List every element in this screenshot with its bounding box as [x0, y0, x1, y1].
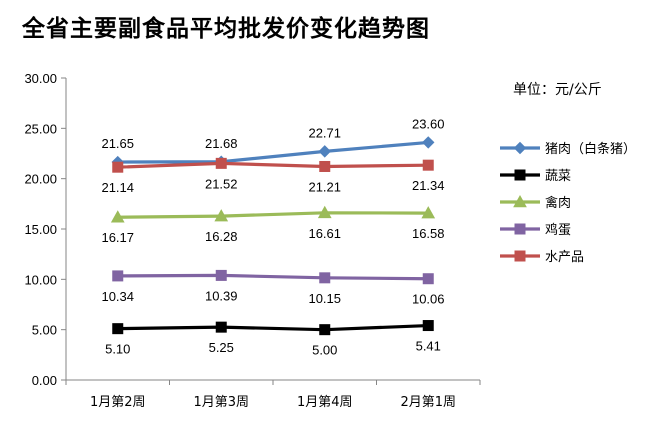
- data-label: 22.71: [308, 125, 341, 140]
- y-tick-label: 20.00: [24, 172, 57, 187]
- series-layer: [110, 136, 436, 336]
- data-label: 16.58: [412, 226, 445, 241]
- legend-label: 猪肉（白条猪）: [545, 141, 636, 157]
- series-line: [117, 273, 429, 281]
- x-tick-label: 1月第3周: [193, 395, 249, 410]
- data-point: [319, 324, 331, 336]
- data-point: [422, 159, 434, 171]
- data-point: [215, 321, 227, 333]
- data-point: [112, 323, 124, 335]
- legend-item: 猪肉（白条猪）: [500, 141, 636, 157]
- axes: 0.00 5.00 10.00 15.00 20.00 25.00 30.00 1月第2周 1月…: [24, 71, 481, 410]
- data-labels: 21.65 21.68 22.71 23.60 5.10 5.25 5.00 5.41 16.1…: [101, 116, 444, 357]
- data-label: 16.28: [205, 229, 238, 244]
- series-1: [112, 320, 434, 336]
- unit-label: 单位：元/公斤: [513, 82, 602, 98]
- data-label: 5.25: [209, 340, 234, 355]
- y-tick-label: 10.00: [24, 272, 57, 287]
- legend-item: 蔬菜: [500, 169, 571, 184]
- data-label: 5.10: [105, 342, 130, 357]
- data-label: 5.00: [312, 343, 337, 358]
- x-tick-label: 1月第2周: [90, 395, 146, 410]
- data-point: [422, 273, 434, 285]
- series-line: [117, 140, 429, 164]
- data-label: 10.06: [412, 292, 445, 307]
- data-label: 10.15: [308, 291, 341, 306]
- data-label: 5.41: [416, 339, 441, 354]
- legend-label: 水产品: [545, 250, 584, 265]
- x-tick-label: 1月第4周: [297, 395, 353, 410]
- series-2: [110, 205, 436, 223]
- series-3: [112, 269, 434, 285]
- data-point: [421, 206, 436, 219]
- series-line: [117, 161, 429, 169]
- legend-item: 禽肉: [500, 194, 571, 211]
- legend-marker: [514, 169, 526, 181]
- data-point: [422, 320, 434, 332]
- data-point: [215, 269, 227, 281]
- data-point: [215, 157, 227, 169]
- legend-label: 禽肉: [545, 195, 571, 211]
- data-label: 21.68: [205, 136, 238, 151]
- series-line: [117, 211, 429, 219]
- data-label: 21.65: [101, 136, 134, 151]
- data-label: 21.21: [308, 179, 341, 194]
- data-label: 16.17: [101, 230, 134, 245]
- data-label: 10.34: [101, 289, 134, 304]
- series-0: [111, 136, 435, 169]
- data-label: 21.14: [101, 180, 134, 195]
- y-tick-label: 0.00: [32, 373, 57, 388]
- data-label: 10.39: [205, 288, 238, 303]
- data-label: 21.52: [205, 176, 238, 191]
- data-point: [112, 161, 124, 173]
- y-tick-label: 25.00: [24, 121, 57, 136]
- data-point: [110, 210, 125, 223]
- legend-marker: [513, 141, 527, 155]
- data-point: [214, 209, 229, 222]
- y-tick-label: 5.00: [32, 323, 57, 338]
- data-point: [422, 136, 435, 149]
- legend-marker: [514, 250, 526, 262]
- data-point: [317, 205, 332, 219]
- legend-label: 蔬菜: [545, 169, 571, 184]
- legend-item: 水产品: [500, 250, 584, 265]
- x-tick-label: 2月第1周: [400, 395, 456, 410]
- series-4: [112, 157, 434, 173]
- data-point: [112, 270, 124, 282]
- legend-item: 鸡蛋: [500, 222, 571, 238]
- legend-marker: [513, 194, 527, 208]
- y-tick-label: 30.00: [24, 71, 57, 86]
- data-label: 23.60: [412, 116, 445, 131]
- legend-marker: [514, 223, 526, 235]
- legend-label: 鸡蛋: [545, 222, 571, 238]
- y-tick-label: 15.00: [24, 222, 57, 237]
- data-label: 21.34: [412, 178, 445, 193]
- data-point: [319, 160, 331, 172]
- series-line: [117, 323, 429, 332]
- data-point: [318, 145, 331, 158]
- chart-title: 全省主要副食品平均批发价变化趋势图: [22, 16, 430, 42]
- data-point: [319, 272, 331, 284]
- data-label: 16.61: [308, 226, 341, 241]
